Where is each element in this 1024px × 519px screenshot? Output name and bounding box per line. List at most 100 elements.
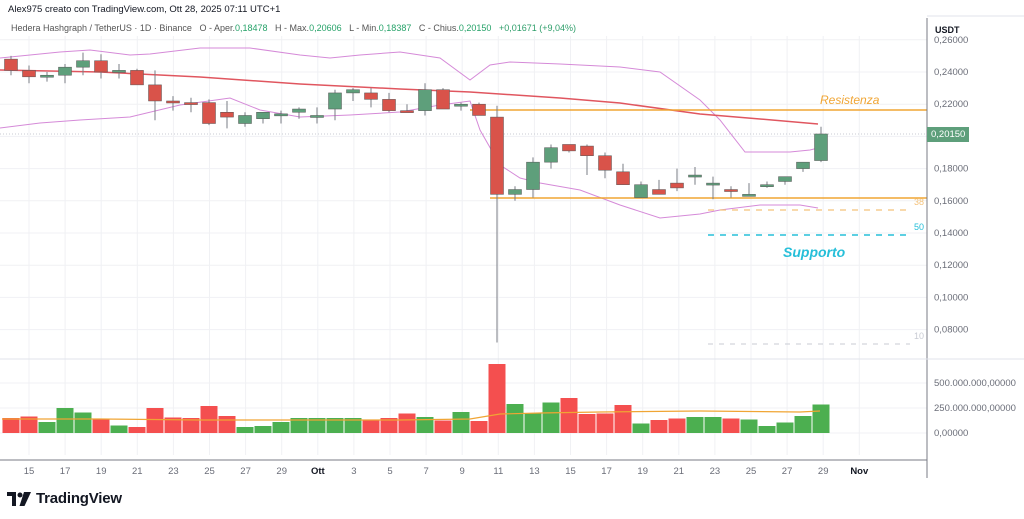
volume-bar	[218, 416, 236, 433]
candle[interactable]	[328, 92, 342, 110]
symbol-name: Hedera Hashgraph / TetherUS · 1D · Binan…	[11, 23, 192, 33]
volume-bar	[650, 420, 668, 433]
candle[interactable]	[4, 58, 18, 71]
candle[interactable]	[652, 189, 666, 195]
candle[interactable]	[148, 84, 162, 102]
candle[interactable]	[292, 108, 306, 113]
candle[interactable]	[94, 60, 108, 73]
candle[interactable]	[274, 113, 288, 117]
volume-bar	[434, 420, 452, 433]
candle[interactable]	[526, 161, 540, 190]
price-tick: 0,22000	[934, 99, 968, 110]
time-tick: 29	[276, 466, 287, 477]
chart-attribution: Alex975 creato con TradingView.com, Ott …	[8, 4, 281, 15]
candle[interactable]	[400, 110, 414, 113]
volume-bar	[128, 427, 146, 433]
time-tick: 25	[746, 466, 757, 477]
volume-bar	[362, 420, 380, 433]
time-tick: 29	[818, 466, 829, 477]
volume-bar	[164, 417, 182, 433]
volume-bar	[110, 425, 128, 433]
volume-bar	[596, 413, 614, 433]
candle[interactable]	[202, 102, 216, 124]
candle[interactable]	[742, 194, 756, 197]
volume-bar	[38, 422, 56, 433]
time-tick: 15	[565, 466, 576, 477]
volume-bar	[20, 416, 38, 433]
candle[interactable]	[634, 184, 648, 198]
candle[interactable]	[724, 189, 738, 192]
candle[interactable]	[760, 184, 774, 187]
candle[interactable]	[40, 74, 54, 78]
candle[interactable]	[544, 147, 558, 163]
candle[interactable]	[382, 99, 396, 111]
candle[interactable]	[778, 176, 792, 182]
volume-bar	[488, 364, 506, 433]
currency-label: USDT	[935, 25, 960, 35]
fib-50-label: 50	[914, 222, 924, 232]
candle[interactable]	[814, 133, 828, 161]
candle[interactable]	[220, 112, 234, 118]
candle[interactable]	[436, 89, 450, 110]
candle[interactable]	[598, 155, 612, 171]
candle[interactable]	[580, 145, 594, 156]
volume-bar	[560, 398, 578, 433]
candle[interactable]	[670, 182, 684, 189]
candle[interactable]	[616, 171, 630, 185]
volume-bar	[254, 426, 272, 433]
candle[interactable]	[76, 60, 90, 68]
candle[interactable]	[166, 100, 180, 104]
low-value: 0,18387	[378, 23, 412, 33]
resistance-annotation: Resistenza	[820, 93, 880, 107]
volume-bar	[92, 419, 110, 433]
volume-bar	[344, 418, 362, 433]
candle[interactable]	[130, 70, 144, 86]
price-tick: 0,18000	[934, 164, 968, 175]
candle[interactable]	[454, 103, 468, 107]
candle[interactable]	[346, 89, 360, 94]
candle[interactable]	[562, 144, 576, 152]
candle[interactable]	[490, 116, 504, 195]
volume-bar	[578, 414, 596, 433]
volume-bar	[416, 417, 434, 433]
candle[interactable]	[184, 102, 198, 105]
volume-bar	[524, 413, 542, 433]
candle[interactable]	[58, 66, 72, 76]
volume-bar	[380, 418, 398, 433]
open-value: 0,18478	[234, 23, 268, 33]
candle[interactable]	[22, 70, 36, 78]
candle[interactable]	[508, 189, 522, 195]
volume-bar	[182, 418, 200, 433]
volume-bar	[632, 423, 650, 433]
volume-bar	[794, 416, 812, 433]
time-tick: 9	[460, 466, 465, 477]
time-tick: 11	[493, 466, 503, 477]
tradingview-logo[interactable]: TradingView	[7, 490, 122, 507]
time-tick: 27	[240, 466, 251, 477]
volume-bar	[272, 422, 290, 433]
candle[interactable]	[112, 70, 126, 73]
candle[interactable]	[418, 89, 432, 111]
candle[interactable]	[364, 92, 378, 100]
candle[interactable]	[796, 161, 810, 169]
candle[interactable]	[256, 112, 270, 119]
candle[interactable]	[472, 103, 486, 116]
volume-bar	[290, 418, 308, 433]
time-tick: 27	[782, 466, 793, 477]
time-tick: 17	[601, 466, 612, 477]
candle[interactable]	[310, 115, 324, 118]
candle[interactable]	[238, 115, 252, 124]
time-tick: 23	[710, 466, 721, 477]
volume-bar	[776, 422, 794, 433]
current-price-tag: 0,20150	[927, 127, 970, 142]
candle[interactable]	[688, 174, 702, 178]
time-tick: 13	[529, 466, 540, 477]
time-tick: Ott	[311, 466, 326, 477]
volume-bar	[236, 427, 254, 433]
candle[interactable]	[706, 182, 720, 186]
tradingview-logo-icon	[7, 491, 31, 506]
time-tick: 17	[60, 466, 71, 477]
logo-text: TradingView	[36, 490, 122, 507]
open-label: O - Aper.	[199, 23, 235, 33]
